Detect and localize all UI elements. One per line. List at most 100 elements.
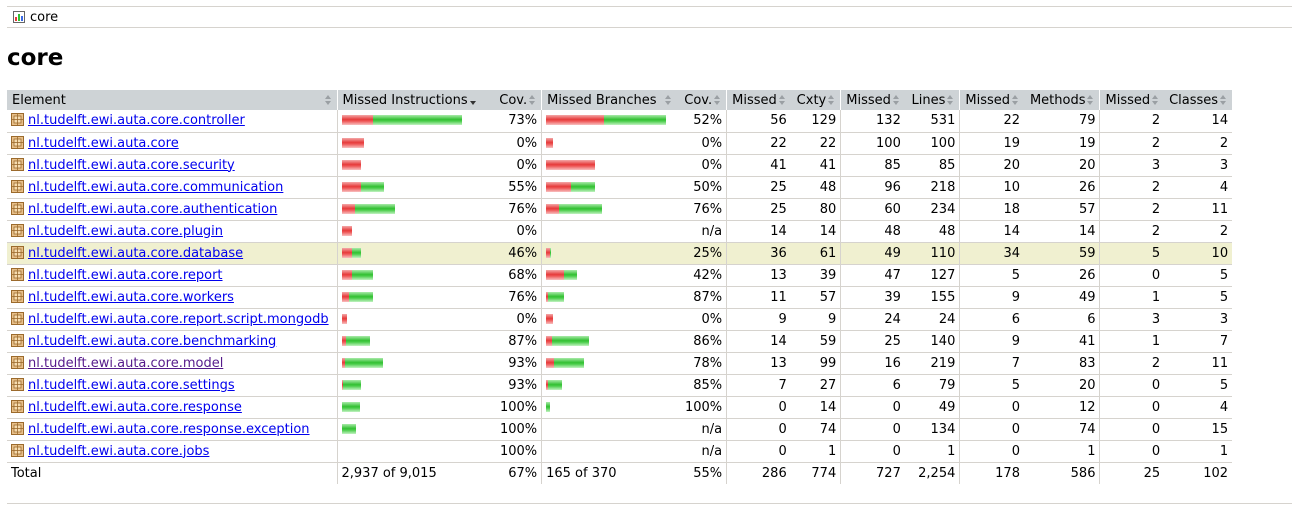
methods: 59 <box>1023 242 1100 265</box>
package-link[interactable]: nl.tudelft.ewi.auta.core.model <box>28 355 224 371</box>
instructions-bar <box>341 203 395 214</box>
package-link[interactable]: nl.tudelft.ewi.auta.core.report <box>28 267 223 283</box>
table-row: nl.tudelft.ewi.auta.core.benchmarking 87%… <box>7 330 1233 353</box>
covered-segment <box>564 269 578 280</box>
lines: 140 <box>904 330 960 353</box>
header-branch-coverage[interactable]: Cov. <box>676 90 727 110</box>
instructions-bar-cell <box>336 308 482 331</box>
classes-missed: 1 <box>1099 286 1165 309</box>
total-methods-missed: 178 <box>959 462 1024 484</box>
instructions-bar <box>341 379 361 390</box>
instructions-bar-cell <box>336 418 482 441</box>
element-cell: nl.tudelft.ewi.auta.core <box>7 132 337 155</box>
instructions-bar <box>341 291 373 302</box>
covered-segment <box>341 401 360 412</box>
package-icon <box>11 113 24 127</box>
missed-segment <box>341 115 373 126</box>
lines-missed: 0 <box>840 396 905 419</box>
missed-segment <box>341 137 364 148</box>
lines: 218 <box>904 176 960 199</box>
header-classes[interactable]: Classes <box>1164 90 1233 110</box>
coverage-table: Element Missed Instructions Cov. Missed Bra… <box>7 90 1233 484</box>
classes-missed: 2 <box>1099 110 1165 133</box>
instructions-bar <box>341 247 361 258</box>
package-link[interactable]: nl.tudelft.ewi.auta.core.authentication <box>28 201 278 217</box>
instr-coverage: 68% <box>481 264 542 287</box>
package-link[interactable]: nl.tudelft.ewi.auta.core.security <box>28 157 235 173</box>
cxty: 74 <box>790 418 841 441</box>
header-lines-missed[interactable]: Missed <box>840 90 905 110</box>
header-missed-instructions[interactable]: Missed Instructions <box>336 90 482 110</box>
branch-coverage: 50% <box>676 176 727 199</box>
total-lines-missed: 727 <box>840 462 905 484</box>
header-classes-missed[interactable]: Missed <box>1099 90 1165 110</box>
instructions-bar <box>341 181 384 192</box>
package-icon <box>11 311 24 325</box>
lines-missed: 39 <box>840 286 905 309</box>
header-label: Cov. <box>499 92 528 108</box>
header-cxty[interactable]: Cxty <box>790 90 841 110</box>
covered-segment <box>360 181 384 192</box>
branches-bar-cell <box>541 132 677 155</box>
instructions-bar <box>341 423 356 434</box>
report-icon <box>13 11 25 23</box>
package-link[interactable]: nl.tudelft.ewi.auta.core.plugin <box>28 223 224 239</box>
header-lines[interactable]: Lines <box>904 90 960 110</box>
header-methods-missed[interactable]: Missed <box>959 90 1024 110</box>
cxty: 41 <box>790 154 841 177</box>
sort-icon <box>529 95 536 105</box>
package-link[interactable]: nl.tudelft.ewi.auta.core.database <box>28 245 244 261</box>
total-classes: 102 <box>1203 465 1229 481</box>
classes-missed: 5 <box>1099 242 1165 265</box>
instructions-bar-cell <box>336 330 482 353</box>
package-icon <box>11 443 24 457</box>
cxty: 61 <box>790 242 841 265</box>
header-label: Missed Branches <box>547 92 657 108</box>
package-link[interactable]: nl.tudelft.ewi.auta.core.jobs <box>28 443 210 459</box>
cxty: 99 <box>790 352 841 375</box>
package-icon <box>11 355 24 369</box>
instr-coverage: 73% <box>481 110 542 133</box>
header-methods[interactable]: Methods <box>1023 90 1100 110</box>
total-classes-missed: 25 <box>1099 462 1165 484</box>
covered-segment <box>571 181 596 192</box>
methods: 19 <box>1023 132 1100 155</box>
missed-segment <box>546 137 554 148</box>
cxty-missed: 0 <box>726 418 791 441</box>
package-link[interactable]: nl.tudelft.ewi.auta.core.benchmarking <box>28 333 277 349</box>
header-instr-coverage[interactable]: Cov. <box>481 90 542 110</box>
header-element[interactable]: Element <box>7 90 337 110</box>
header-label: Cov. <box>684 92 713 108</box>
lines: 48 <box>904 220 960 243</box>
classes: 1 <box>1164 440 1233 463</box>
classes-missed: 0 <box>1099 440 1165 463</box>
package-link[interactable]: nl.tudelft.ewi.auta.core.workers <box>28 289 234 305</box>
package-link[interactable]: nl.tudelft.ewi.auta.core.report.script.m… <box>28 311 329 327</box>
header-cxty-missed[interactable]: Missed <box>726 90 791 110</box>
lines: 85 <box>904 154 960 177</box>
covered-segment <box>548 291 565 302</box>
methods-missed: 0 <box>959 396 1024 419</box>
package-link[interactable]: nl.tudelft.ewi.auta.core.controller <box>28 113 245 129</box>
table-row: nl.tudelft.ewi.auta.core.plugin 0% n/a 14 14… <box>7 220 1233 243</box>
header-label: Cxty <box>796 92 827 108</box>
classes: 3 <box>1164 154 1233 177</box>
sort-icon <box>324 95 332 105</box>
branches-bar-cell <box>541 286 677 309</box>
breadcrumb-label[interactable]: core <box>30 10 59 25</box>
package-link[interactable]: nl.tudelft.ewi.auta.core <box>28 135 179 151</box>
instructions-bar-cell <box>336 110 482 133</box>
methods-missed: 20 <box>959 154 1024 177</box>
cxty-missed: 36 <box>726 242 791 265</box>
package-link[interactable]: nl.tudelft.ewi.auta.core.settings <box>28 377 235 393</box>
package-link[interactable]: nl.tudelft.ewi.auta.core.communication <box>28 179 284 195</box>
branch-coverage: 100% <box>676 396 727 419</box>
package-link[interactable]: nl.tudelft.ewi.auta.core.response <box>28 399 242 415</box>
covered-segment <box>348 291 373 302</box>
classes-missed: 3 <box>1099 154 1165 177</box>
methods: 26 <box>1023 264 1100 287</box>
classes: 11 <box>1164 198 1233 221</box>
package-link[interactable]: nl.tudelft.ewi.auta.core.response.except… <box>28 421 310 437</box>
header-missed-branches[interactable]: Missed Branches <box>541 90 677 110</box>
classes: 10 <box>1164 242 1233 265</box>
